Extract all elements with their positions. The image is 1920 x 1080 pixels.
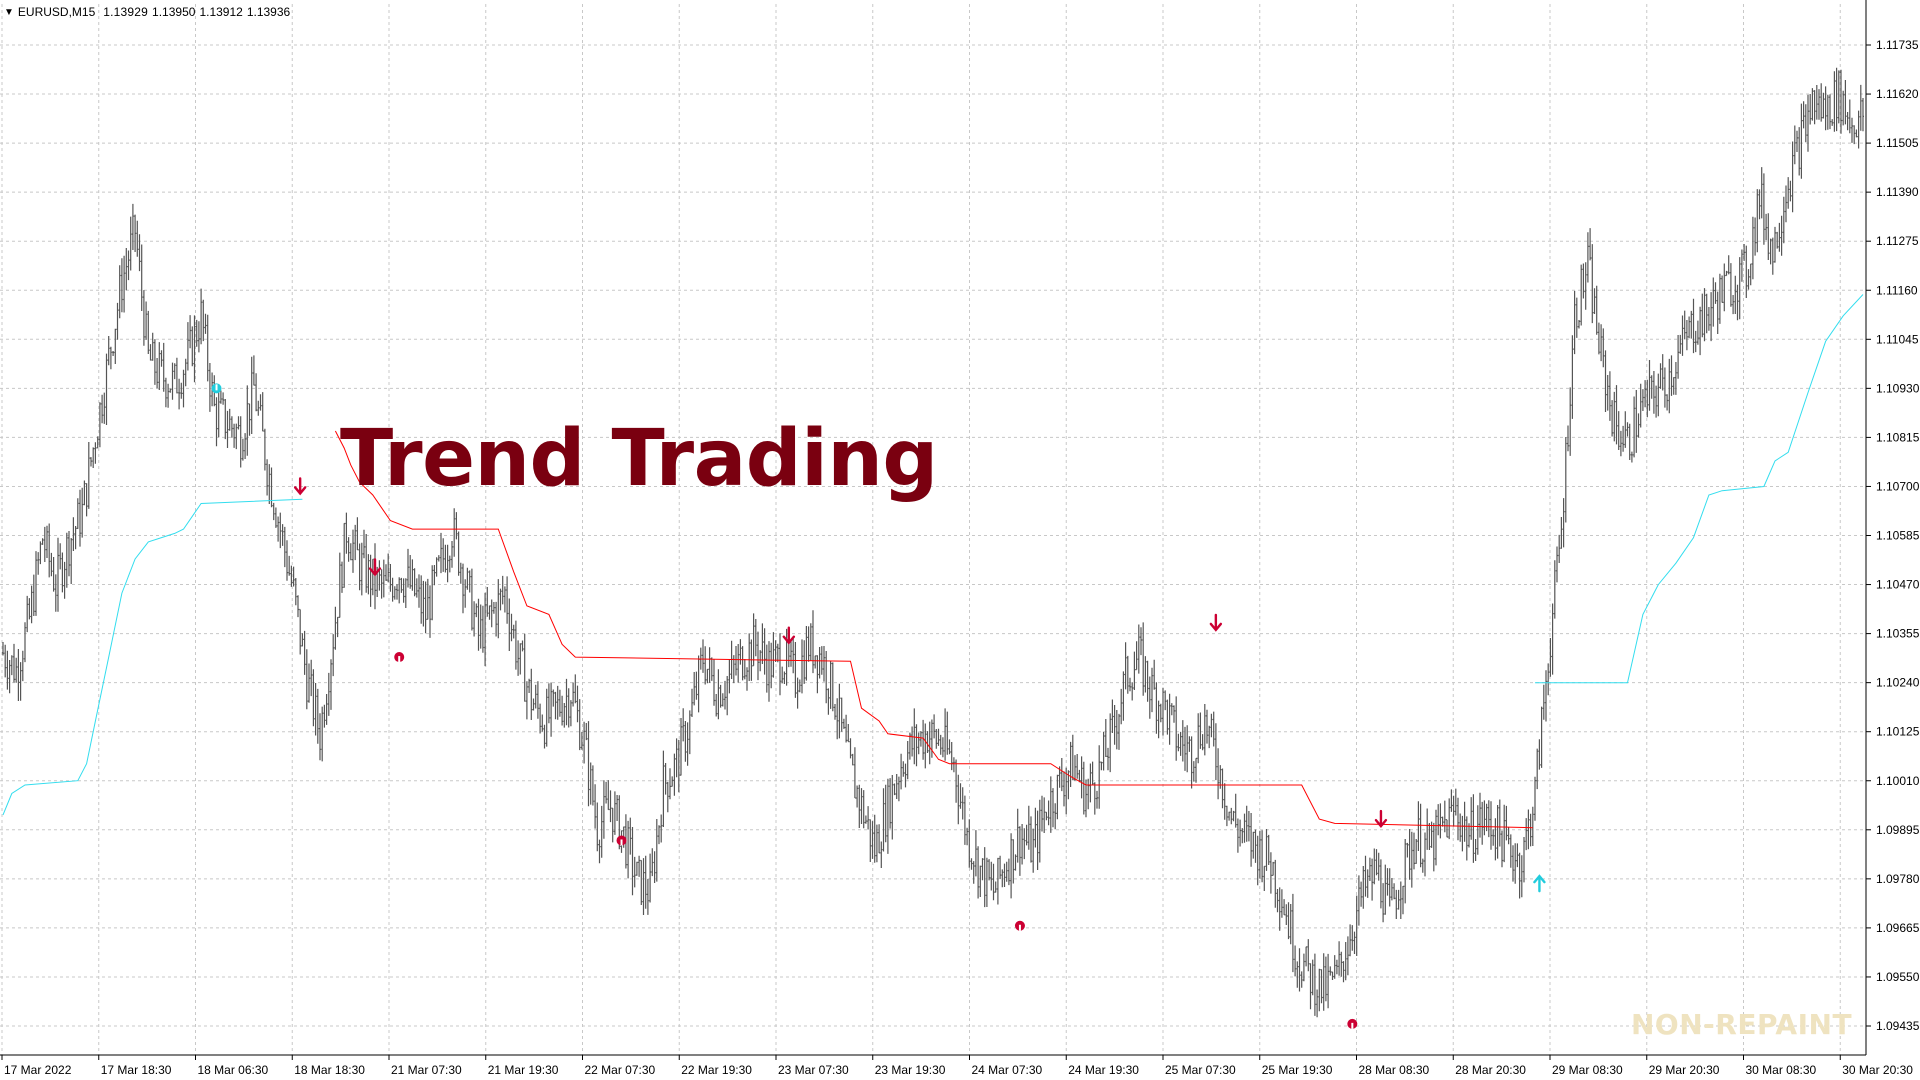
time-tick-label: 22 Mar 07:30 [585,1063,656,1077]
price-tick-label: 1.11160 [1876,283,1918,297]
time-tick-label: 17 Mar 2022 [4,1063,72,1077]
time-tick-label: 21 Mar 07:30 [391,1063,462,1077]
sell-arrow-icon [1374,809,1388,829]
time-tick-label: 23 Mar 19:30 [875,1063,946,1077]
buy-arrow-icon [1533,874,1546,893]
price-tick-label: 1.09895 [1876,823,1920,837]
buy-signal-dot-icon [211,383,222,394]
price-bars [2,67,1864,1018]
uptrend-stop-line [2,294,1864,816]
time-tick-label: 28 Mar 20:30 [1455,1063,1526,1077]
sell-signal-dot-icon [394,652,405,663]
time-tick-label: 23 Mar 07:30 [778,1063,849,1077]
symbol-timeframe: EURUSD,M15 [17,5,96,19]
sell-arrow-icon [1209,613,1223,632]
sell-arrow-icon [293,477,307,496]
price-tick-label: 1.10815 [1876,430,1920,444]
price-tick-label: 1.11620 [1876,87,1919,101]
overlay-title: Trend Trading [340,414,938,504]
price-tick-label: 1.10930 [1876,381,1920,395]
price-tick-label: 1.10470 [1876,578,1920,592]
time-tick-label: 29 Mar 08:30 [1552,1063,1623,1077]
price-tick-label: 1.10240 [1876,676,1920,690]
sell-signal-dot-icon [616,835,627,846]
price-tick-label: 1.09550 [1876,970,1920,984]
time-tick-label: 25 Mar 07:30 [1165,1063,1236,1077]
time-tick-label: 24 Mar 19:30 [1068,1063,1139,1077]
price-tick-label: 1.09665 [1876,921,1920,935]
sell-signal-dot-icon [1014,920,1025,931]
time-tick-label: 22 Mar 19:30 [681,1063,752,1077]
time-tick-label: 30 Mar 08:30 [1746,1063,1817,1077]
time-tick-label: 18 Mar 18:30 [294,1063,365,1077]
chart-header: ▼ EURUSD,M15 1.13929 1.13950 1.13912 1.1… [4,5,290,19]
price-tick-label: 1.11735 [1876,38,1919,52]
sell-signal-dot-icon [1347,1018,1358,1029]
time-tick-label: 24 Mar 07:30 [972,1063,1043,1077]
price-tick-label: 1.11505 [1876,136,1919,150]
sell-arrow-icon [782,626,796,645]
sell-arrow-icon [368,558,382,577]
price-tick-label: 1.11390 [1876,185,1919,199]
price-tick-label: 1.10125 [1876,725,1920,739]
price-tick-label: 1.09435 [1876,1019,1920,1033]
collapse-triangle-icon[interactable]: ▼ [4,6,14,18]
time-tick-label: 28 Mar 08:30 [1359,1063,1430,1077]
signal-markers [211,383,1546,1029]
open-price: 1.13929 [103,5,149,19]
price-tick-label: 1.11275 [1876,234,1919,248]
time-tick-label: 17 Mar 18:30 [101,1063,172,1077]
low-price: 1.13912 [199,5,243,19]
time-tick-label: 30 Mar 20:30 [1842,1063,1913,1077]
price-tick-label: 1.10700 [1876,479,1920,493]
high-price: 1.13950 [152,5,196,19]
time-tick-label: 29 Mar 20:30 [1649,1063,1720,1077]
price-tick-label: 1.10010 [1876,774,1920,788]
time-tick-label: 21 Mar 19:30 [488,1063,559,1077]
time-tick-label: 25 Mar 19:30 [1262,1063,1333,1077]
time-tick-label: 18 Mar 06:30 [198,1063,269,1077]
price-tick-label: 1.10355 [1876,627,1920,641]
watermark-text: NON-REPAINT [1631,1008,1853,1041]
close-price: 1.13936 [246,5,291,19]
price-tick-label: 1.11045 [1876,332,1919,346]
price-tick-label: 1.10585 [1876,529,1920,543]
downtrend-stop-line [334,430,1533,829]
price-series [2,67,1864,1018]
price-tick-label: 1.09780 [1876,872,1920,886]
